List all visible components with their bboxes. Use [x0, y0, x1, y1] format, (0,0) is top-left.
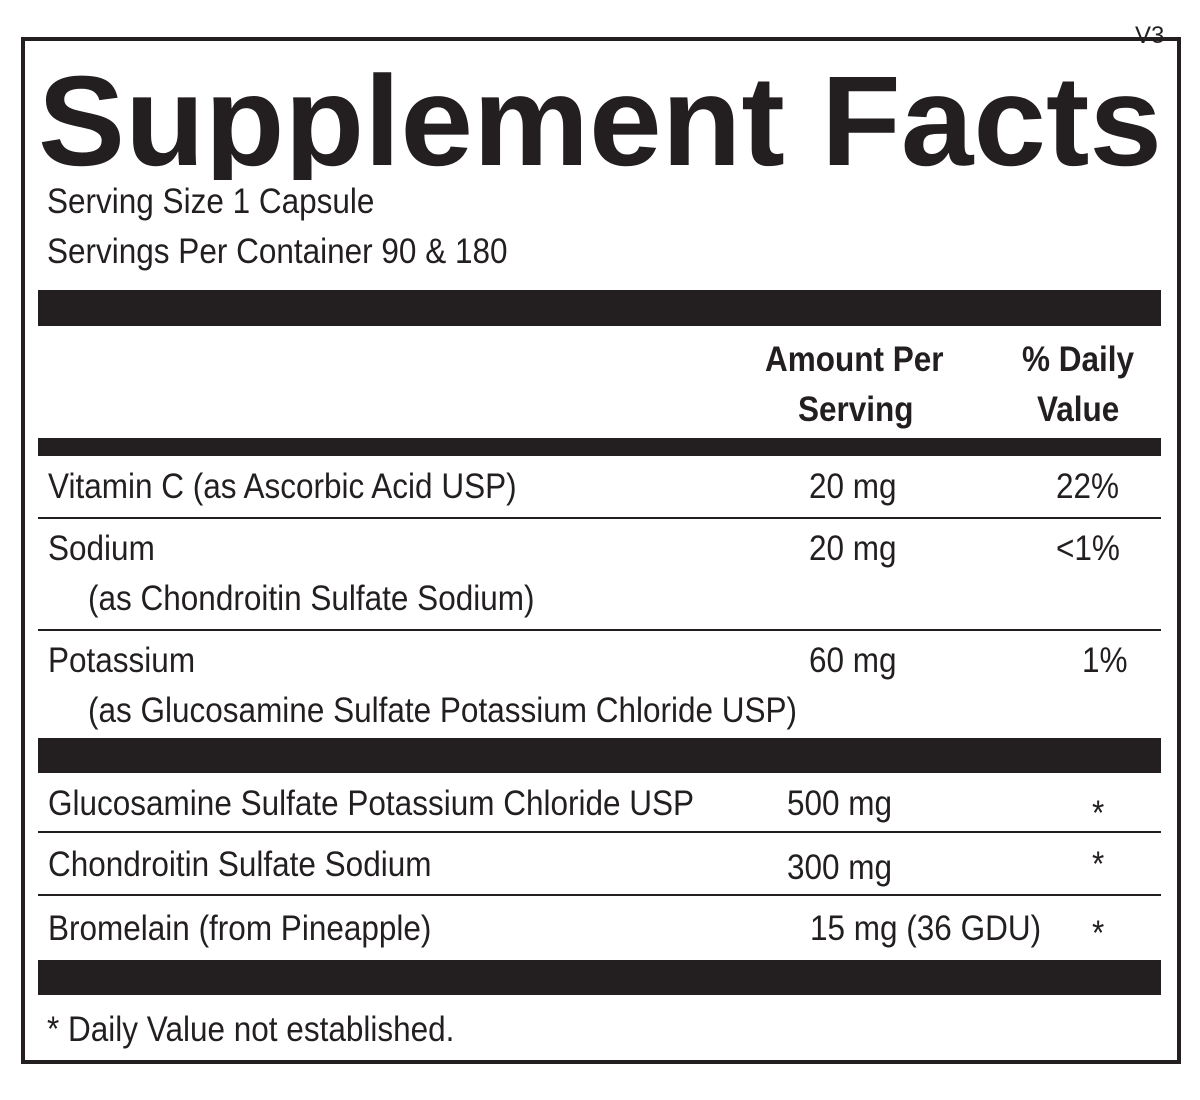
row-amount: 300 mg	[787, 848, 893, 887]
thick-bar	[38, 738, 1161, 773]
medium-bar	[38, 438, 1161, 456]
row-divider	[38, 894, 1161, 896]
row-name: Potassium	[48, 641, 196, 680]
servings-per-container: Servings Per Container 90 & 180	[47, 232, 508, 271]
row-name: Sodium	[48, 529, 155, 568]
title-svg: Supplement Facts	[38, 50, 1162, 180]
row-name: Vitamin C (as Ascorbic Acid USP)	[48, 467, 517, 506]
header-amount-1: Amount Per	[765, 340, 944, 379]
title: Supplement Facts	[38, 50, 1162, 180]
row-name: Bromelain (from Pineapple)	[48, 909, 432, 948]
header-dv-2: Value	[1037, 390, 1120, 429]
row-divider	[38, 629, 1161, 631]
row-amount: 60 mg	[809, 641, 897, 680]
version-label: V3	[1135, 22, 1165, 49]
row-dv: *	[1092, 845, 1105, 884]
row-dv: *	[1092, 794, 1105, 833]
row-dv: 1%	[1082, 641, 1128, 680]
row-divider	[38, 831, 1161, 833]
row-divider	[38, 517, 1161, 519]
row-name: Glucosamine Sulfate Potassium Chloride U…	[48, 784, 695, 823]
row-name: Chondroitin Sulfate Sodium	[48, 845, 432, 884]
serving-size: Serving Size 1 Capsule	[47, 182, 375, 221]
row-sub: (as Glucosamine Sulfate Potassium Chlori…	[88, 691, 798, 730]
row-amount: 500 mg	[787, 784, 893, 823]
row-amount: 15 mg (36 GDU)	[810, 909, 1042, 948]
row-dv: <1%	[1056, 529, 1120, 568]
thick-bar	[38, 290, 1161, 326]
label-frame	[21, 37, 1181, 1064]
row-dv: 22%	[1056, 467, 1120, 506]
row-amount: 20 mg	[809, 529, 897, 568]
thick-bar	[38, 960, 1161, 995]
header-amount-2: Serving	[798, 390, 914, 429]
footnote: * Daily Value not established.	[47, 1010, 455, 1049]
row-amount: 20 mg	[809, 467, 897, 506]
row-dv: *	[1092, 914, 1105, 953]
row-sub: (as Chondroitin Sulfate Sodium)	[88, 579, 535, 618]
header-dv-1: % Daily	[1022, 340, 1135, 379]
